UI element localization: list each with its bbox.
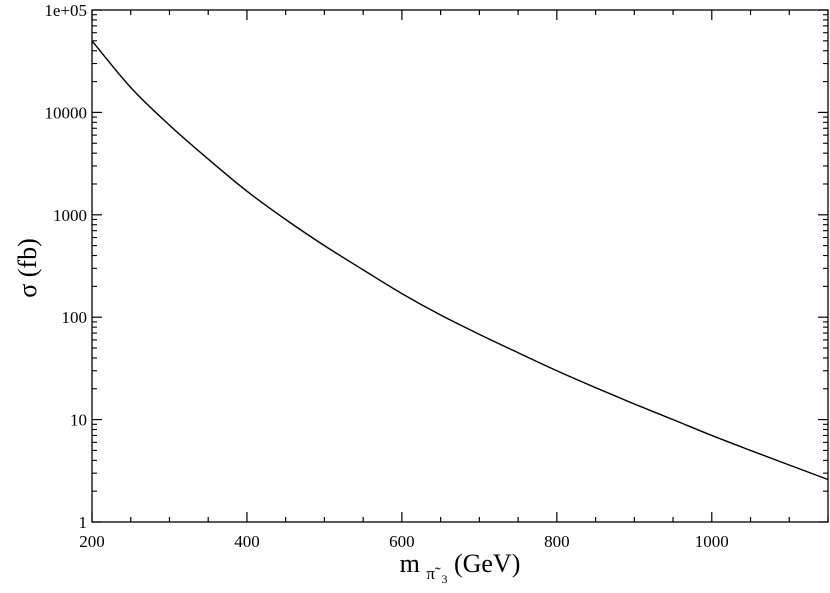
series-layer bbox=[91, 40, 829, 481]
series-line bbox=[91, 40, 829, 481]
x-axis-title-subscript: π̃ bbox=[426, 564, 441, 583]
x-tick-label: 800 bbox=[544, 532, 570, 551]
y-tick-label: 1 bbox=[79, 513, 88, 532]
x-axis-title: m π̃ 3 (GeV) bbox=[400, 549, 521, 589]
x-axis-ticks: 200 400 600 800 1000 bbox=[79, 10, 829, 551]
y-tick-label: 10 bbox=[70, 411, 87, 430]
y-tick-label: 1000 bbox=[53, 206, 87, 225]
x-axis-title-main: m bbox=[400, 549, 420, 578]
plot-frame bbox=[91, 9, 829, 523]
y-tick-label: 100 bbox=[62, 308, 88, 327]
y-tick-label: 10000 bbox=[45, 103, 88, 122]
x-tick-label: 600 bbox=[389, 532, 415, 551]
y-tick-label: 1e+05 bbox=[44, 1, 87, 20]
y-axis-title: σ (fb) bbox=[13, 238, 42, 298]
x-tick-label: 400 bbox=[234, 532, 260, 551]
x-tick-label: 1000 bbox=[695, 532, 729, 551]
x-axis-title-sub-subscript: 3 bbox=[441, 572, 447, 586]
x-axis-title-unit: (GeV) bbox=[454, 549, 520, 578]
x-tick-label: 200 bbox=[79, 532, 105, 551]
y-axis-ticks: 1 10 100 1000 10000 1e+05 bbox=[44, 1, 828, 532]
